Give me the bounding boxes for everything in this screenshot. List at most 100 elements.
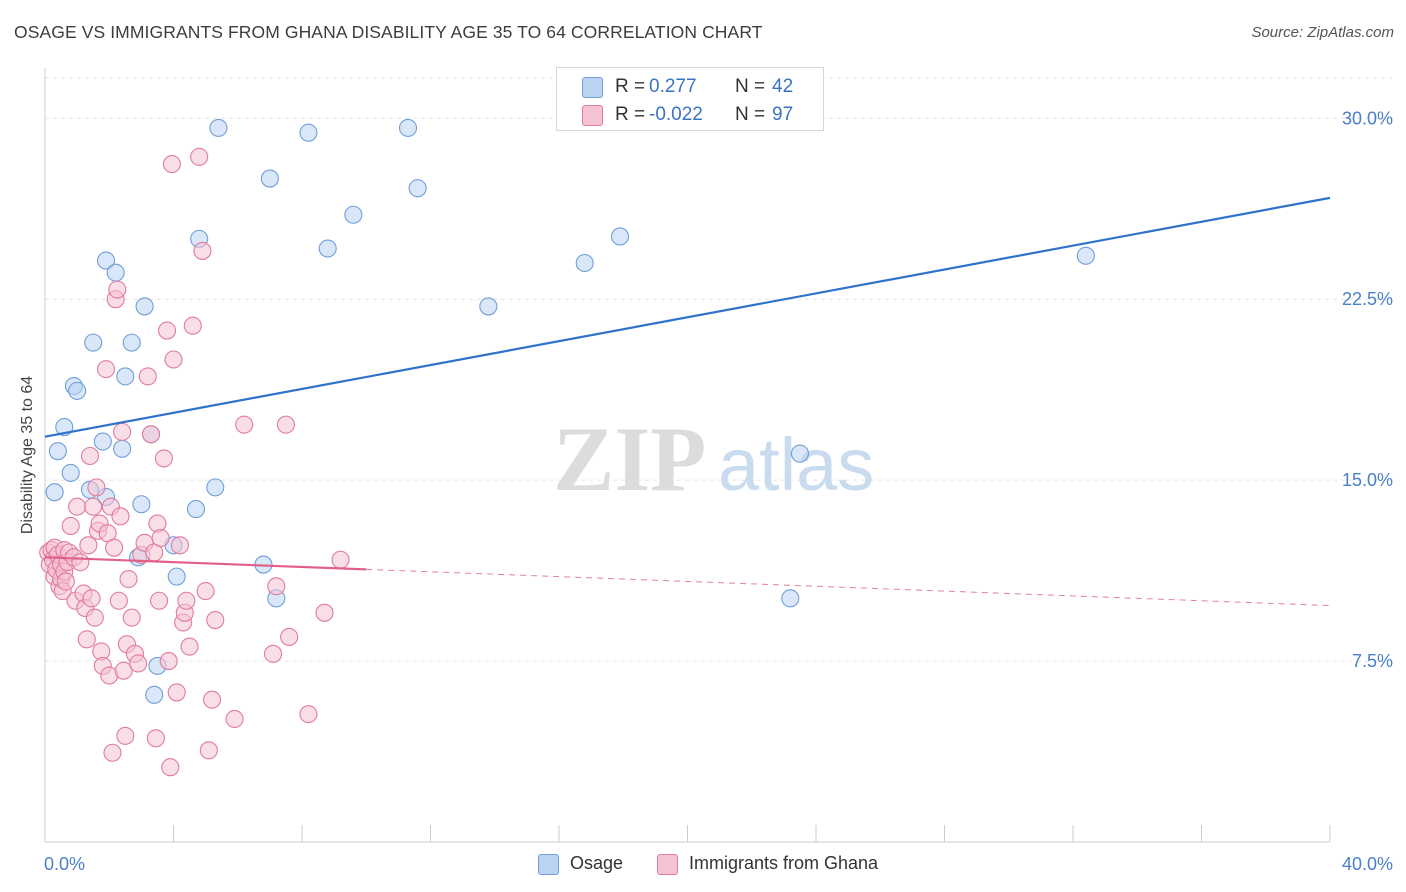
x-tick-label: 40.0% xyxy=(1342,854,1393,874)
ghana-point xyxy=(87,478,106,497)
series-legend: Osage Immigrants from Ghana xyxy=(0,852,1406,878)
ghana-point xyxy=(331,550,350,569)
ghana-point xyxy=(158,321,177,340)
ghana-point xyxy=(159,652,178,671)
osage-point xyxy=(145,685,164,704)
ghana-point xyxy=(167,683,186,702)
osage-point xyxy=(96,251,116,270)
watermark: ZIP atlas xyxy=(553,408,874,510)
osage-point xyxy=(610,227,630,246)
ghana-point xyxy=(183,316,202,335)
r-label: R = xyxy=(615,76,646,97)
ghana-point xyxy=(84,497,103,516)
legend-label: Osage xyxy=(570,853,624,873)
ghana-point xyxy=(108,280,127,299)
osage-point xyxy=(575,253,594,273)
watermark-atlas: atlas xyxy=(718,423,874,506)
osage-point xyxy=(116,367,135,386)
osage-point xyxy=(186,500,206,519)
osage-point xyxy=(167,567,186,586)
osage-point xyxy=(93,432,112,451)
ghana-point xyxy=(180,637,199,656)
ghana-point xyxy=(177,591,196,610)
n-label: N = xyxy=(735,76,766,97)
ghana-point xyxy=(113,422,132,441)
ghana-point xyxy=(80,446,100,466)
tick-labels: 7.5% 15.0% 22.5% 30.0% 0.0% 40.0% xyxy=(44,108,1393,874)
ghana-point xyxy=(119,569,138,589)
ghana-point xyxy=(105,538,124,557)
osage-point xyxy=(209,118,228,137)
y-tick-label: 22.5% xyxy=(1342,289,1393,309)
ghana-point xyxy=(276,415,295,434)
ghana-point xyxy=(68,497,87,516)
ghana-points xyxy=(39,147,350,777)
osage-point xyxy=(45,483,64,502)
ghana-point xyxy=(71,553,90,572)
ghana-point xyxy=(264,644,283,663)
n-value: 42 xyxy=(772,76,794,97)
osage-point xyxy=(84,333,103,352)
trend-lines xyxy=(44,196,1331,607)
ghana-point xyxy=(82,589,101,608)
ghana-trend-line xyxy=(44,556,367,571)
ghana-point xyxy=(280,627,299,646)
osage-point xyxy=(344,205,363,224)
ghana-point xyxy=(225,709,244,729)
osage-swatch xyxy=(538,854,559,875)
osage-point xyxy=(132,495,151,514)
osage-point xyxy=(398,118,418,137)
ghana-point xyxy=(111,507,130,526)
ghana-point xyxy=(235,415,254,434)
ghana-point xyxy=(141,425,161,444)
osage-point xyxy=(318,239,337,258)
ghana-point xyxy=(315,603,334,622)
grid-lines xyxy=(45,77,1392,662)
correlation-legend: R = 0.277 N = 42 R = -0.022 N = 97 xyxy=(556,67,824,131)
osage-point xyxy=(135,297,154,316)
ghana-point xyxy=(146,729,165,748)
ghana-point xyxy=(199,741,218,760)
axes xyxy=(44,68,1331,843)
ghana-point xyxy=(162,155,181,174)
osage-point xyxy=(790,444,809,463)
ghana-point xyxy=(114,661,133,680)
ghana-point xyxy=(122,608,141,627)
r-value: 0.277 xyxy=(649,76,697,97)
osage-point xyxy=(1076,246,1095,265)
source-label: Source: ZipAtlas.com xyxy=(1251,24,1394,41)
osage-point xyxy=(479,297,498,316)
watermark-zip: ZIP xyxy=(553,408,706,510)
legend-row-osage: R = 0.277 N = 42 xyxy=(557,72,823,102)
chart-title: OSAGE VS IMMIGRANTS FROM GHANA DISABILIT… xyxy=(14,22,763,42)
ghana-point xyxy=(85,608,104,627)
n-value: 97 xyxy=(772,104,794,125)
ghana-point xyxy=(77,630,96,649)
osage-point xyxy=(260,169,279,188)
osage-point xyxy=(106,263,125,282)
ghana-point xyxy=(161,758,180,777)
ghana-point xyxy=(61,516,80,536)
ghana-point xyxy=(79,536,98,555)
ghana-point xyxy=(138,367,157,386)
ghana-point xyxy=(151,528,170,548)
osage-point xyxy=(61,463,80,482)
ghana-point xyxy=(96,360,116,379)
ghana-point xyxy=(206,610,225,630)
legend-row-ghana: R = -0.022 N = 97 xyxy=(557,100,823,130)
ghana-swatch xyxy=(582,105,603,126)
ghana-point xyxy=(190,147,209,166)
legend-label: Immigrants from Ghana xyxy=(689,853,879,873)
osage-point xyxy=(68,381,87,400)
ghana-trend-line-extension xyxy=(366,568,1331,607)
osage-trend-line xyxy=(44,196,1331,438)
ghana-point xyxy=(164,350,183,369)
ghana-point xyxy=(267,577,286,596)
ghana-point xyxy=(109,591,128,610)
ghana-point xyxy=(196,582,215,601)
y-tick-label: 15.0% xyxy=(1342,470,1393,490)
osage-swatch xyxy=(582,77,603,98)
n-label: N = xyxy=(735,104,766,125)
ghana-point xyxy=(170,536,189,555)
data-points xyxy=(39,118,1095,777)
